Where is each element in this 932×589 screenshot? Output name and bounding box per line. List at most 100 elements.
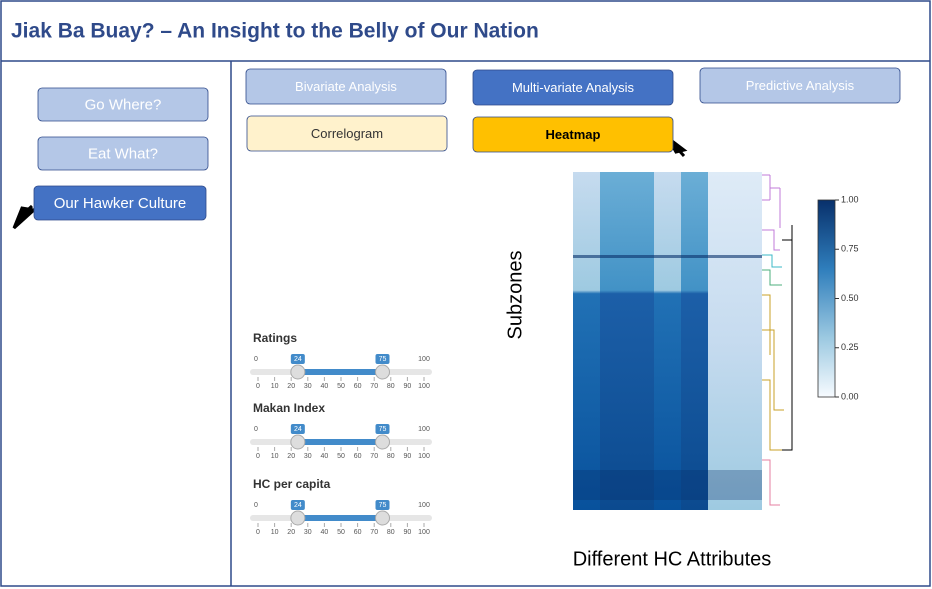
button-label: Eat What?	[88, 145, 158, 162]
button[interactable]: Our Hawker Culture	[33, 185, 207, 221]
colorbar-tick-label: 0.25	[841, 342, 859, 352]
slider-tick-label: 30	[304, 383, 312, 390]
button[interactable]: Heatmap	[472, 116, 674, 153]
button-bg	[37, 87, 209, 122]
button-bg	[472, 116, 674, 153]
button-bg	[245, 68, 447, 105]
slider-tick-label: 20	[287, 453, 295, 460]
button-label: Heatmap	[546, 127, 601, 142]
slider-value-bubble	[375, 500, 390, 510]
y-axis-label: Subzones	[504, 251, 526, 340]
slider-tick-label: 40	[321, 453, 329, 460]
slider-tick-label: 90	[404, 529, 412, 536]
colorbar	[817, 199, 836, 398]
button-bg	[472, 69, 674, 106]
slider-value: 24	[294, 502, 302, 509]
slider-min: 0	[254, 426, 258, 433]
slider-handle[interactable]	[290, 364, 306, 380]
slider-tick-label: 50	[337, 453, 345, 460]
slider-tick-label: 0	[256, 453, 260, 460]
colorbar-tick-label: 0.00	[841, 391, 859, 401]
button-label: Bivariate Analysis	[295, 79, 397, 94]
slider-handle[interactable]	[375, 364, 390, 380]
button-label: Go Where?	[85, 96, 162, 113]
slider-min: 0	[254, 502, 258, 509]
slider-tick-label: 60	[354, 453, 362, 460]
slider-handle[interactable]	[375, 434, 390, 450]
slider-value: 24	[294, 426, 302, 433]
button[interactable]: Go Where?	[37, 87, 209, 122]
slider-tick-label: 30	[304, 529, 312, 536]
button-label: Our Hawker Culture	[54, 195, 187, 212]
button[interactable]: Predictive Analysis	[699, 67, 901, 104]
slider-tick-label: 90	[404, 453, 412, 460]
button-bg	[37, 136, 209, 171]
page-title: Jiak Ba Buay? – An Insight to the Belly …	[11, 20, 539, 43]
slider-value-bubble	[290, 424, 305, 434]
slider-tick-label: 20	[287, 383, 295, 390]
slider-label: Makan Index	[253, 401, 325, 415]
slider-value-bubble	[375, 424, 390, 434]
slider-tick-label: 60	[354, 383, 362, 390]
slider-value: 75	[379, 356, 387, 363]
colorbar-tick-label: 0.50	[841, 293, 859, 303]
slider-value-bubble	[290, 354, 305, 364]
button[interactable]: Multi-variate Analysis	[472, 69, 674, 106]
heatmap	[573, 172, 793, 510]
slider-value-bubble	[290, 500, 305, 510]
x-axis-label: Different HC Attributes	[573, 548, 772, 570]
button-label: Correlogram	[311, 126, 383, 141]
slider-max: 100	[418, 356, 430, 363]
slider-value: 75	[379, 502, 387, 509]
slider-handle[interactable]	[375, 510, 390, 526]
slider-tick-label: 40	[321, 383, 329, 390]
cursor	[12, 204, 38, 230]
colorbar-tick-label: 0.75	[841, 244, 859, 254]
slider-tick-label: 0	[256, 529, 260, 536]
slider-range	[297, 515, 383, 521]
button-label: Predictive Analysis	[746, 78, 855, 93]
button-bg	[246, 115, 448, 152]
slider-range	[297, 369, 383, 375]
slider-tick-label: 40	[321, 529, 329, 536]
slider-tick-label: 20	[287, 529, 295, 536]
slider-tick-label: 100	[418, 453, 430, 460]
slider-handle[interactable]	[290, 510, 306, 526]
slider-value-bubble	[375, 354, 390, 364]
slider-tick-label: 80	[387, 383, 395, 390]
slider-tick-label: 70	[370, 453, 378, 460]
slider-tick-label: 50	[337, 383, 345, 390]
slider-tick-label: 50	[337, 529, 345, 536]
slider-tick-label: 10	[271, 453, 279, 460]
button[interactable]: Correlogram	[246, 115, 448, 152]
slider-tick-label: 10	[271, 383, 279, 390]
slider-value: 75	[379, 426, 387, 433]
slider-tick-label: 80	[387, 453, 395, 460]
slider-tick-label: 90	[404, 383, 412, 390]
slider-max: 100	[418, 502, 430, 509]
button-label: Multi-variate Analysis	[512, 80, 635, 95]
slider-tick-label: 70	[370, 383, 378, 390]
button-bg	[33, 185, 207, 221]
slider-label: HC per capita	[253, 477, 331, 491]
slider-max: 100	[418, 426, 430, 433]
slider-min: 0	[254, 356, 258, 363]
slider-range	[297, 439, 383, 445]
slider-tick-label: 60	[354, 529, 362, 536]
slider-tick-label: 0	[256, 383, 260, 390]
slider-tick-label: 80	[387, 529, 395, 536]
button[interactable]: Bivariate Analysis	[245, 68, 447, 105]
colorbar-tick-label: 1.00	[841, 194, 859, 204]
slider-tick-label: 100	[418, 529, 430, 536]
slider-label: Ratings	[253, 331, 297, 345]
button[interactable]: Eat What?	[37, 136, 209, 171]
slider-value: 24	[294, 356, 302, 363]
slider-tick-label: 30	[304, 453, 312, 460]
slider-handle[interactable]	[290, 434, 306, 450]
button-bg	[699, 67, 901, 104]
slider-tick-label: 70	[370, 529, 378, 536]
slider-tick-label: 10	[271, 529, 279, 536]
slider-tick-label: 100	[418, 383, 430, 390]
